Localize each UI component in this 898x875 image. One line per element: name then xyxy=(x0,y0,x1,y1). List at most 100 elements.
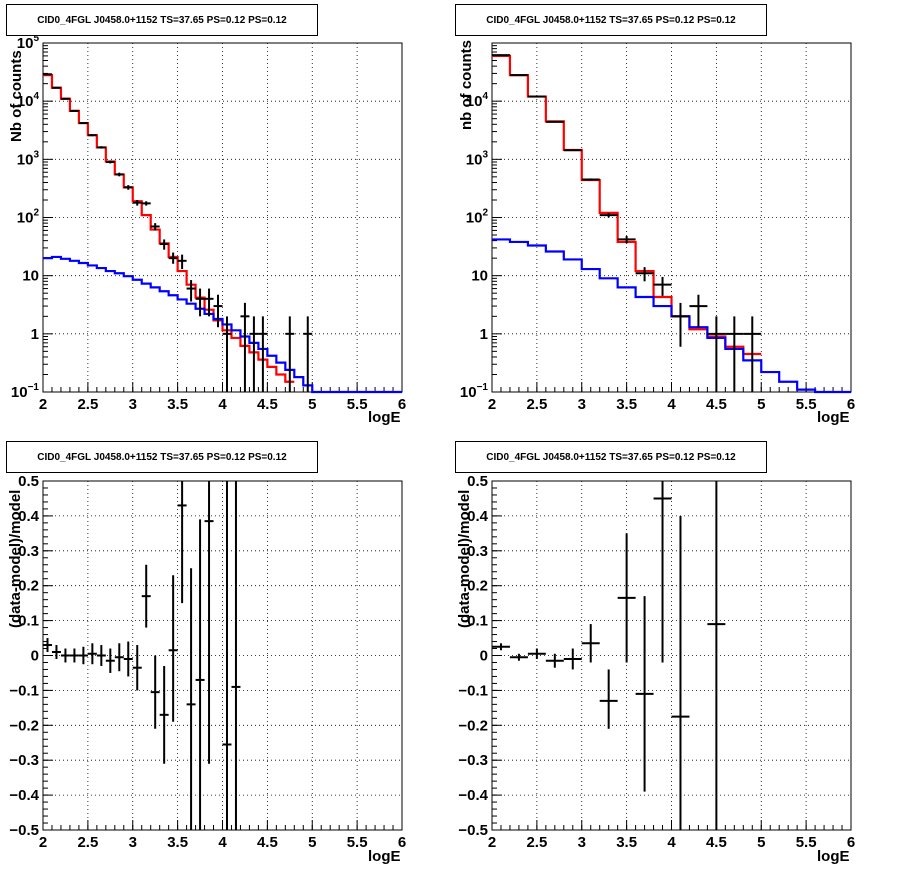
data-point xyxy=(527,648,546,659)
data-point xyxy=(635,596,654,792)
x-tick-label: 2.5 xyxy=(526,396,547,413)
y-tick-label: 105 xyxy=(17,33,40,52)
y-tick-label: −0.2 xyxy=(458,717,488,734)
y-tick-label: −0.4 xyxy=(458,787,488,804)
plot-top-right: 2 2.5 3 3.5 4 4.5 5 5.5 6 10−1 1 10 102 103 104 xyxy=(460,42,855,413)
y-tick-label: −0.4 xyxy=(9,787,39,804)
data-point xyxy=(105,648,115,673)
data-point xyxy=(69,648,79,663)
y-tick-label: 103 xyxy=(466,149,489,168)
data-point xyxy=(671,515,690,830)
data-point xyxy=(492,643,510,651)
data-point xyxy=(204,481,214,764)
y-tick-label: −0.5 xyxy=(458,822,488,839)
data-point xyxy=(195,519,205,830)
data-point xyxy=(743,316,762,392)
data-point xyxy=(240,302,250,392)
y-tick-label: 0.2 xyxy=(467,578,488,595)
data-point xyxy=(653,276,672,296)
x-tick-label: 3.5 xyxy=(616,834,637,851)
y-tick-label: 0.1 xyxy=(467,613,488,630)
x-tick-label: 4.5 xyxy=(706,396,727,413)
data-point xyxy=(231,481,241,830)
data-point xyxy=(545,653,564,668)
x-tick-label: 5 xyxy=(757,834,765,851)
x-tick-label: 6 xyxy=(847,396,855,413)
data-point xyxy=(114,172,124,177)
x-tick-label: 6 xyxy=(847,834,855,851)
series-model-total xyxy=(43,74,295,383)
x-tick-label: 2 xyxy=(39,834,47,851)
data-point xyxy=(617,236,636,244)
series-model-background xyxy=(492,238,851,394)
y-tick-label: 0.1 xyxy=(18,613,39,630)
x-tick-label: 4.5 xyxy=(706,834,727,851)
data-point xyxy=(105,160,115,164)
x-tick-label: 2.5 xyxy=(77,396,98,413)
y-tick-label: 10 xyxy=(471,268,488,285)
x-tick-label: 5.5 xyxy=(347,834,368,851)
x-axis-label-top-left: logE xyxy=(368,409,401,426)
panel-title-top-right: CID0_4FGL J0458.0+1152 TS=37.65 PS=0.12 … xyxy=(455,4,767,36)
x-tick-label: 4 xyxy=(218,834,227,851)
y-tick-label: −0.1 xyxy=(9,682,39,699)
series-model-background xyxy=(43,255,402,394)
data-point xyxy=(707,481,726,830)
x-tick-label: 4 xyxy=(218,396,227,413)
data-point xyxy=(186,280,196,302)
data-point xyxy=(123,185,133,190)
data-point xyxy=(87,643,97,665)
y-tick-label: 0.5 xyxy=(467,473,488,490)
data-point xyxy=(671,302,690,347)
plot-frame xyxy=(491,42,852,393)
y-tick-label: 10 xyxy=(22,268,39,285)
data-point xyxy=(96,146,106,149)
data-point xyxy=(87,134,97,137)
y-tick-label: 0 xyxy=(480,648,488,665)
data-point xyxy=(150,655,160,729)
x-tick-label: 3 xyxy=(578,834,586,851)
y-tick-label: 0.4 xyxy=(467,508,489,525)
plot-bottom-left: 2 2.5 3 3.5 4 4.5 5 5.5 6 −0.5 −0.4 −0.3 −0.2 −0.1 0 0.… xyxy=(9,473,406,851)
y-tick-label: −0.3 xyxy=(9,752,39,769)
y-tick-label: 102 xyxy=(466,208,489,227)
data-point xyxy=(159,665,169,764)
x-tick-label: 3.5 xyxy=(167,396,188,413)
plot-bottom-right: 2 2.5 3 3.5 4 4.5 5 5.5 6 −0.5 −0.4 −0.3 −0.2 −0.1 0 0.… xyxy=(458,473,855,851)
data-point xyxy=(222,316,232,392)
data-point xyxy=(653,481,672,663)
data-point xyxy=(509,74,528,77)
y-tick-label: −0.2 xyxy=(9,717,39,734)
data-point xyxy=(258,316,268,392)
x-tick-label: 3.5 xyxy=(616,396,637,413)
x-tick-label: 3 xyxy=(578,396,586,413)
y-axis-label-bottom-left: (data-model)/model xyxy=(7,489,24,628)
data-point xyxy=(707,316,726,392)
y-tick-label: 104 xyxy=(17,91,40,110)
y-tick-label: −0.1 xyxy=(458,682,488,699)
data-point xyxy=(159,239,169,250)
x-axis-label-bottom-left: logE xyxy=(368,848,401,865)
data-point xyxy=(141,564,151,628)
data-point xyxy=(581,178,600,181)
data-point xyxy=(213,294,223,328)
y-tick-label: 0.3 xyxy=(467,543,488,560)
data-point xyxy=(132,199,142,206)
y-axis-label-bottom-right: (data-model)/model xyxy=(456,489,473,628)
x-axis-label-top-right: logE xyxy=(817,409,850,426)
data-point xyxy=(689,294,708,328)
data-point xyxy=(177,481,187,604)
y-tick-label: 1 xyxy=(31,326,39,343)
x-tick-label: 4.5 xyxy=(257,396,278,413)
data-point xyxy=(168,575,178,722)
data-point xyxy=(599,669,618,729)
x-tick-label: 2.5 xyxy=(77,834,98,851)
data-point xyxy=(51,645,61,659)
plot-top-left: 2 2.5 3 3.5 4 4.5 5 5.5 6 10−1 1 10 102 103 104 105 xyxy=(11,33,406,413)
x-axis-label-bottom-right: logE xyxy=(817,848,850,865)
x-tick-label: 3 xyxy=(129,396,137,413)
y-tick-label: −0.3 xyxy=(458,752,488,769)
data-point xyxy=(492,54,510,57)
y-tick-label: 0.5 xyxy=(18,473,39,490)
